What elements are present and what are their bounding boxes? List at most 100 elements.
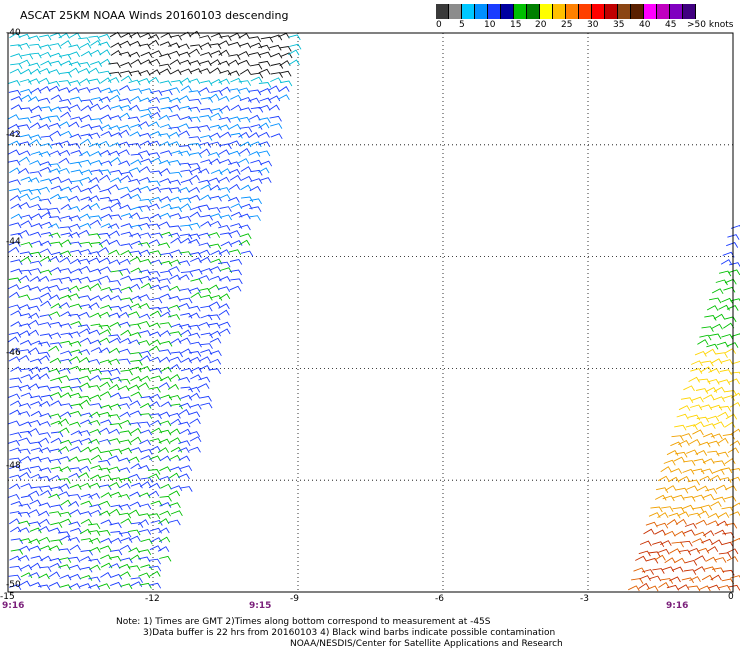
wind-barb [88,233,101,240]
wind-barb [78,399,90,406]
wind-barb [88,530,101,536]
wind-barb [120,171,133,178]
wind-barb [220,241,233,248]
wind-barb [39,485,53,492]
wind-barb [259,97,272,104]
wind-barb [88,257,101,264]
wind-barb [110,537,122,544]
wind-barb [188,446,201,453]
wind-barb [728,378,740,385]
wind-barb [170,446,183,453]
wind-barb [674,557,686,564]
wind-barb [158,278,171,284]
wind-barb [27,305,41,312]
wind-barb [20,94,32,101]
wind-barb [148,582,162,589]
wind-barb [68,80,81,86]
wind-barb [731,502,740,509]
wind-barb [268,95,281,102]
wind-barb [691,396,704,403]
wind-barb [714,557,727,563]
wind-barb [18,323,32,330]
x-tick-label: -12 [145,594,160,604]
wind-barb [180,386,193,393]
wind-barb [220,131,232,138]
colorbar-label: 10 [484,20,496,30]
wind-barb [217,187,231,193]
wind-barb [39,85,51,92]
wind-barb [238,131,250,138]
wind-barb [169,428,181,435]
wind-barb [188,386,201,393]
wind-barb [188,351,202,357]
wind-barb [118,348,131,355]
wind-barb [248,132,260,139]
wind-barb [721,506,734,513]
wind-barb [200,97,213,103]
wind-barb [218,116,231,123]
wind-barb [229,32,241,39]
wind-barb [248,215,261,221]
wind-barb [198,124,211,131]
wind-barb [130,482,143,489]
wind-barb [28,521,41,528]
wind-barb [179,105,192,112]
wind-barb [119,439,132,446]
wind-barb [129,501,142,508]
wind-barb [109,177,122,184]
wind-barb [59,557,72,563]
wind-barb [138,421,151,428]
wind-barb [38,97,51,104]
wind-barb [49,321,63,328]
wind-barb [28,78,40,85]
wind-barb [188,60,201,66]
wind-barb [149,393,161,400]
wind-barb [169,97,181,104]
wind-barb [10,310,22,317]
wind-barb [10,549,24,555]
wind-barb [188,392,201,399]
wind-barb [58,140,71,147]
wind-barb [169,213,182,219]
wind-barb [148,322,161,329]
wind-barb [108,249,120,256]
wind-barb [188,78,201,85]
wind-barb [60,350,73,357]
wind-barb [39,566,52,573]
wind-barb [230,104,242,111]
wind-barb [160,252,173,259]
wind-barb [179,323,192,330]
wind-barb [188,305,201,312]
wind-barb [29,171,42,177]
wind-barb [48,571,61,578]
wind-barb [259,88,272,94]
wind-barb [29,499,42,506]
wind-barb [99,474,112,481]
wind-barb [680,433,693,439]
wind-barb [209,337,222,344]
x-tick-label: -3 [580,594,589,604]
wind-barb [130,206,143,213]
wind-barb [258,131,270,138]
wind-barb [78,78,91,85]
wind-barb [663,459,676,466]
wind-barb [100,562,113,569]
wind-barb [209,59,221,65]
wind-barb [89,339,102,346]
wind-barb [47,223,60,229]
wind-barb [160,203,173,210]
wind-barb [170,510,183,517]
wind-barb [190,292,202,299]
wind-barb [270,62,284,69]
wind-barb [719,467,733,474]
wind-barb [110,132,123,138]
wind-barb [100,206,113,213]
wind-barb [80,99,94,106]
wind-barb [88,385,101,391]
wind-barb [179,145,192,151]
wind-barb [130,577,143,583]
wind-barb [80,566,93,573]
wind-barb [260,160,273,167]
wind-barb [239,233,252,240]
wind-barb [638,582,650,589]
